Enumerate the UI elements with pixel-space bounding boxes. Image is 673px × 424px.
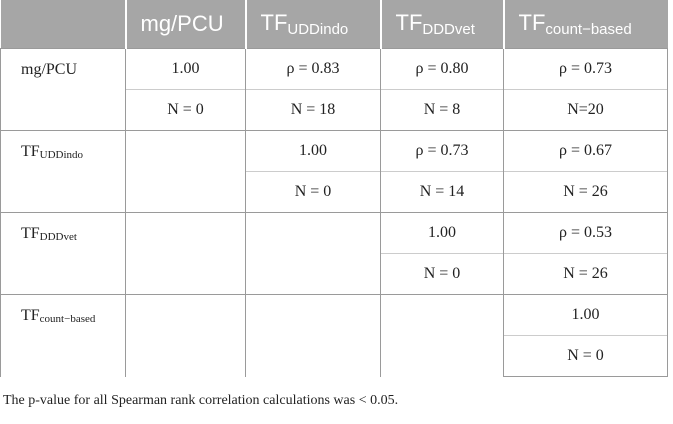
row-label: TFUDDindo (0, 130, 126, 213)
correlation: ρ = 0.73 (503, 48, 668, 90)
column-header: mg/PCU (124, 0, 246, 49)
sample-size: N = 0 (380, 253, 504, 295)
label-subscript: count−based (39, 313, 96, 325)
label-subscript: UDDindo (287, 21, 349, 38)
label-text: TF (518, 10, 546, 35)
sample-size: N = 0 (245, 171, 381, 213)
correlation: 1.00 (503, 294, 668, 336)
label-subscript: UDDindo (39, 149, 84, 161)
sample-size: N = 26 (503, 171, 668, 213)
label-subscript: DDDvet (39, 231, 77, 243)
header-blank (0, 0, 126, 49)
correlation-table: mg/PCU TFUDDindo TFDDDvet TFcount−based mg/… (0, 0, 668, 377)
row-top: TFcount−based 1.00 (0, 294, 668, 377)
footnote: The p-value for all Spearman rank correl… (3, 393, 399, 408)
row-top: mg/PCU 1.00 ρ = 0.83 ρ = 0.80 ρ = 0.73 (0, 48, 668, 131)
empty-cell (380, 294, 504, 377)
label-text: mg/PCU (140, 11, 224, 36)
sample-size: N = 0 (125, 89, 246, 131)
column-header: TFUDDindo (244, 0, 381, 49)
sample-size: N = 26 (503, 253, 668, 295)
column-header: TFDDDvet (379, 0, 504, 49)
correlation: ρ = 0.83 (245, 48, 381, 90)
column-header: TFcount−based (502, 0, 668, 49)
sample-size: N = 14 (380, 171, 504, 213)
label-text: TF (395, 10, 423, 35)
empty-cell (125, 294, 246, 377)
sample-size: N = 0 (503, 335, 668, 377)
correlation: ρ = 0.67 (503, 130, 668, 172)
correlation: ρ = 0.73 (380, 130, 504, 172)
row-label: TFDDDvet (0, 212, 126, 295)
empty-cell (125, 130, 246, 213)
empty-cell (245, 212, 381, 295)
sample-size: N=20 (503, 89, 668, 131)
row-top: TFDDDvet 1.00 ρ = 0.53 (0, 212, 668, 295)
empty-cell (125, 212, 246, 295)
row-label: mg/PCU (0, 48, 126, 131)
correlation: 1.00 (245, 130, 381, 172)
row-top: TFUDDindo 1.00 ρ = 0.73 ρ = 0.67 (0, 130, 668, 213)
correlation: ρ = 0.80 (380, 48, 504, 90)
row-label: TFcount−based (0, 294, 126, 377)
correlation: ρ = 0.53 (503, 212, 668, 254)
label-text: TF (21, 225, 40, 242)
sample-size: N = 18 (245, 89, 381, 131)
label-text: mg/PCU (21, 61, 78, 78)
row-bottom: N = 0 (1, 335, 668, 377)
label-subscript: DDDvet (422, 21, 475, 38)
label-text: TF (260, 10, 288, 35)
label-text: TF (21, 143, 40, 160)
correlation: 1.00 (125, 48, 246, 90)
label-subscript: count−based (545, 21, 632, 38)
header-row: mg/PCU TFUDDindo TFDDDvet TFcount−based (0, 0, 668, 49)
correlation: 1.00 (380, 212, 504, 254)
empty-cell (245, 294, 381, 377)
label-text: TF (21, 307, 40, 324)
sample-size: N = 8 (380, 89, 504, 131)
